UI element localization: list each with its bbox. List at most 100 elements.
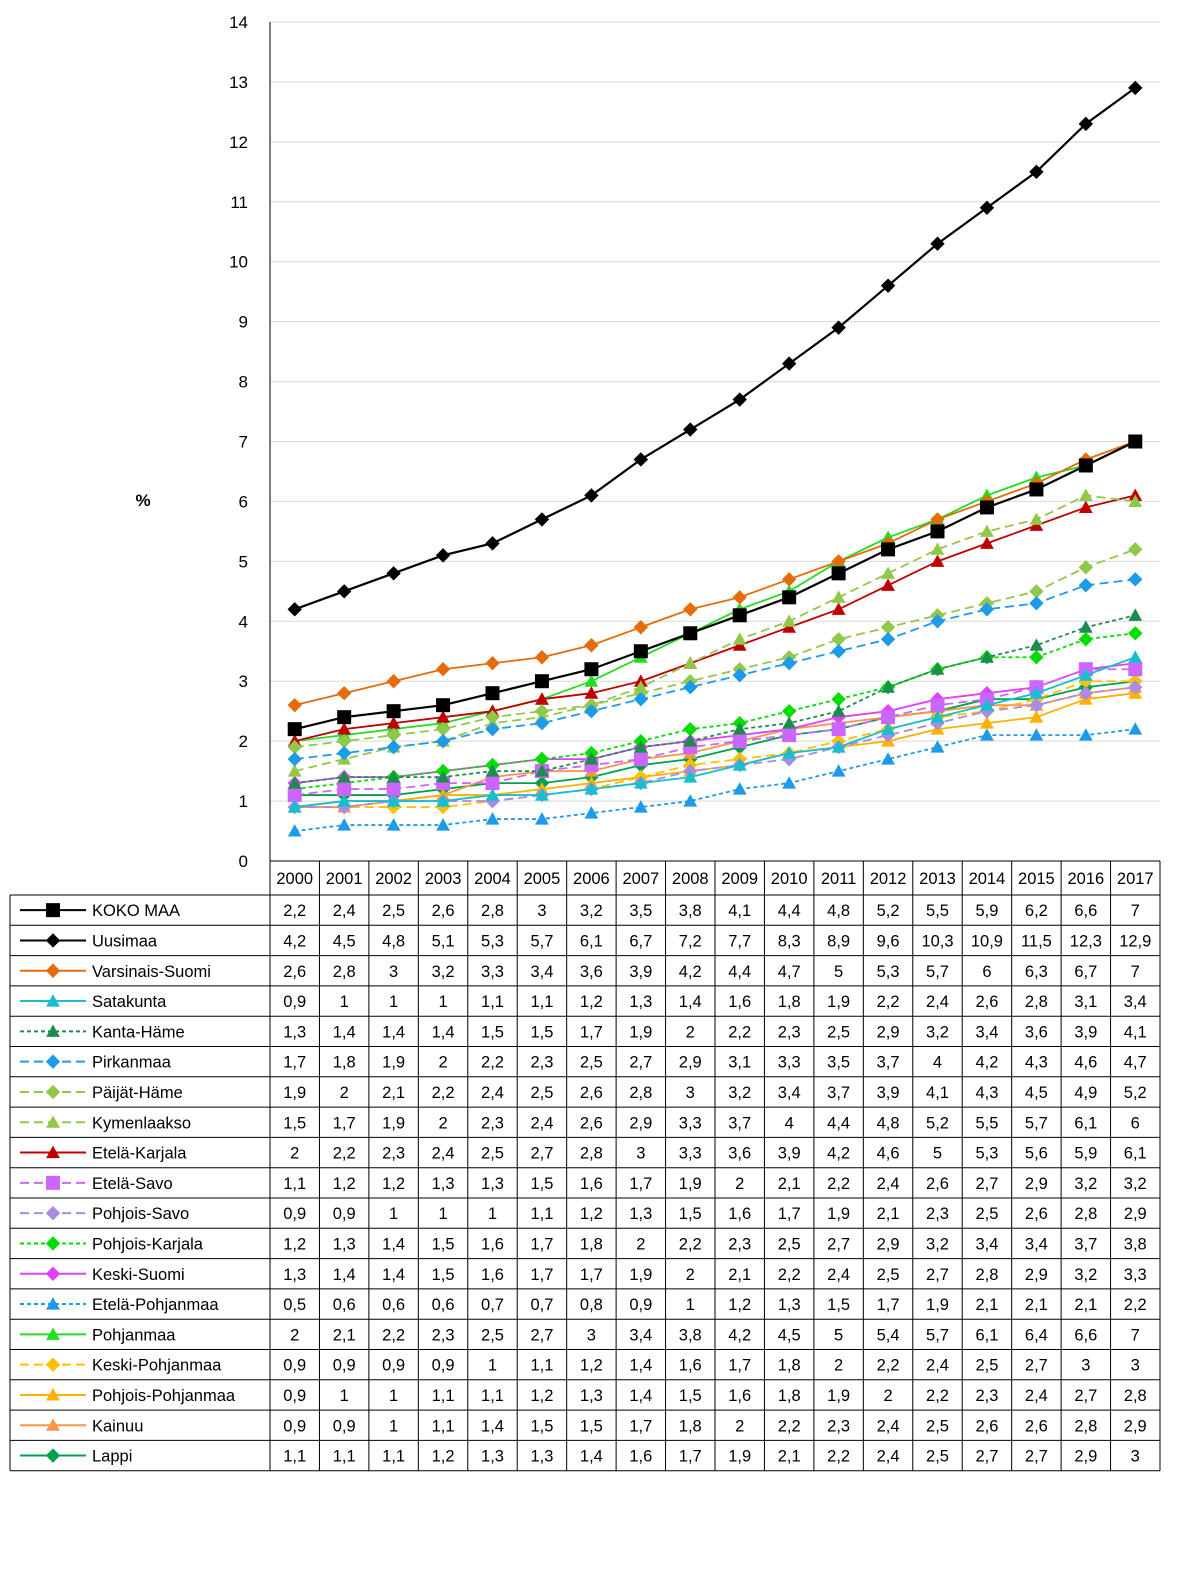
data-point	[336, 686, 352, 701]
table-cell-value: 3,2	[1074, 1175, 1097, 1193]
data-point	[485, 686, 500, 701]
table-cell-value: 2,9	[629, 1114, 652, 1132]
table-cell-value: 0,9	[333, 1417, 356, 1435]
data-point	[287, 722, 302, 737]
table-cell-value: 1	[488, 1357, 497, 1375]
legend-key-marker	[45, 1054, 61, 1069]
table-cell-value: 4	[785, 1114, 794, 1132]
table-cell-value: 3,4	[629, 1326, 652, 1344]
table-cell-value: 8,9	[827, 932, 850, 950]
table-cell-value: 2,1	[728, 1266, 751, 1284]
table-cell-value: 1,2	[580, 993, 603, 1011]
table-cell-value: 2	[883, 1387, 892, 1405]
table-cell-value: 2,8	[333, 963, 356, 981]
table-cell-value: 5	[834, 1326, 843, 1344]
data-point	[980, 536, 994, 549]
y-tick-label: 3	[239, 672, 248, 691]
table-cell-value: 5,9	[1074, 1145, 1097, 1163]
table-cell-value: 1	[488, 1205, 497, 1223]
data-point	[435, 662, 451, 677]
table-cell-value: 2,4	[877, 1417, 900, 1435]
data-point	[831, 554, 846, 569]
table-cell-value: 3,6	[1025, 1023, 1048, 1041]
table-cell-value: 3	[1081, 1357, 1090, 1375]
series-varsinais-suomi	[287, 434, 1143, 713]
data-point	[337, 770, 352, 783]
data-point	[287, 824, 302, 837]
table-cell-value: 1,4	[481, 1417, 504, 1435]
legend-entry-label: Etelä-Savo	[92, 1175, 173, 1193]
data-point	[337, 710, 352, 725]
table-row: Etelä-Karjala 2 2,2 2,3 2,4 2,5 2,7 2,8 3 3,3 3,6 3…	[20, 1145, 1147, 1163]
series-line	[294, 440, 1136, 707]
table-cell-value: 3,4	[975, 1235, 998, 1253]
table-cell-value: 2,6	[432, 902, 455, 920]
table-cell-value: 1,1	[432, 1417, 455, 1435]
table-cell-value: 2,7	[975, 1175, 998, 1193]
table-cell-value: 3,9	[629, 963, 652, 981]
table-row: Satakunta 0,9 1 1 1 1,1 1,1 1,2 1,3 1,4 1,6 1,8 1,9 2…	[20, 993, 1147, 1011]
table-cell-value: 1,8	[679, 1417, 702, 1435]
table-cell-value: 1,5	[432, 1235, 455, 1253]
data-point	[1078, 488, 1093, 501]
table-cell-value: 3,4	[975, 1023, 998, 1041]
table-cell-value: 2,8	[1074, 1417, 1097, 1435]
data-point	[1078, 500, 1093, 513]
legend-entry-label: Pohjois-Pohjanmaa	[92, 1387, 236, 1405]
table-cell-value: 3,3	[778, 1054, 801, 1072]
table-cell-value: 2	[735, 1175, 744, 1193]
table-cell-value: 1,6	[481, 1266, 504, 1284]
table-cell-value: 4,1	[1124, 1023, 1147, 1041]
table-row: Lappi 1,1 1,1 1,1 1,2 1,3 1,3 1,4 1,6 1,7 1,9 2,1 2,…	[20, 1448, 1140, 1466]
data-point	[782, 590, 797, 605]
table-cell-value: 4,1	[926, 1084, 949, 1102]
legend-key-marker	[45, 1236, 61, 1251]
table-cell-value: 1,8	[580, 1235, 603, 1253]
table-cell-value: 3,7	[877, 1054, 900, 1072]
table-cell-value: 7	[1131, 1326, 1140, 1344]
data-point	[1078, 560, 1094, 575]
table-cell-value: 4,2	[283, 932, 306, 950]
table-cell-value: 2,8	[1074, 1205, 1097, 1223]
legend-key-marker	[45, 963, 61, 978]
table-cell-value: 2,2	[432, 1084, 455, 1102]
table-row: Keski-Pohjanmaa 0,9 0,9 0,9 0,9 1 1,1 1,2 1,4 1,6…	[20, 1357, 1140, 1375]
table-cell-value: 2,2	[728, 1023, 751, 1041]
table-cell-value: 1	[438, 993, 447, 1011]
data-point	[1029, 596, 1044, 611]
table-cell-value: 1,4	[382, 1266, 405, 1284]
table-cell-value: 2	[686, 1023, 695, 1041]
series-line	[294, 614, 1136, 784]
data-point	[831, 722, 846, 737]
table-cell-value: 2,9	[1025, 1266, 1048, 1284]
table-cell-value: 1,6	[679, 1357, 702, 1375]
table-cell-value: 1,9	[827, 993, 850, 1011]
table-cell-value: 6,1	[1074, 1114, 1097, 1132]
table-cell-value: 4,6	[1074, 1054, 1097, 1072]
table-cell-value: 10,3	[921, 932, 953, 950]
data-point	[881, 680, 895, 693]
data-point	[1128, 650, 1143, 663]
y-tick-label: 2	[239, 732, 248, 751]
data-point	[683, 626, 698, 641]
table-cell-value: 1,1	[382, 1448, 405, 1466]
table-cell-value: 3,9	[778, 1145, 801, 1163]
table-cell-value: 1,5	[530, 1417, 553, 1435]
data-point	[1078, 116, 1094, 132]
table-row: Keski-Suomi 1,3 1,4 1,4 1,5 1,6 1,7 1,7 1,9 2 2,1 2…	[20, 1266, 1147, 1284]
table-row: Kainuu 0,9 0,9 1 1,1 1,4 1,5 1,5 1,7 1,8 2 2,2 2,3 2,…	[20, 1417, 1147, 1435]
table-cell-value: 1,4	[382, 1023, 405, 1041]
table-cell-value: 2,7	[975, 1448, 998, 1466]
table-cell-value: 2,9	[679, 1054, 702, 1072]
data-point	[1128, 434, 1143, 449]
data-point	[683, 422, 698, 437]
category-label: 2008	[672, 870, 709, 888]
legend-entry-label: Pirkanmaa	[92, 1054, 172, 1072]
table-cell-value: 1,9	[679, 1175, 702, 1193]
table-cell-value: 2,5	[975, 1357, 998, 1375]
table-cell-value: 1	[340, 993, 349, 1011]
table-cell-value: 2,7	[530, 1145, 553, 1163]
data-point	[584, 686, 599, 699]
data-point	[485, 536, 500, 551]
table-cell-value: 2,9	[1025, 1175, 1048, 1193]
